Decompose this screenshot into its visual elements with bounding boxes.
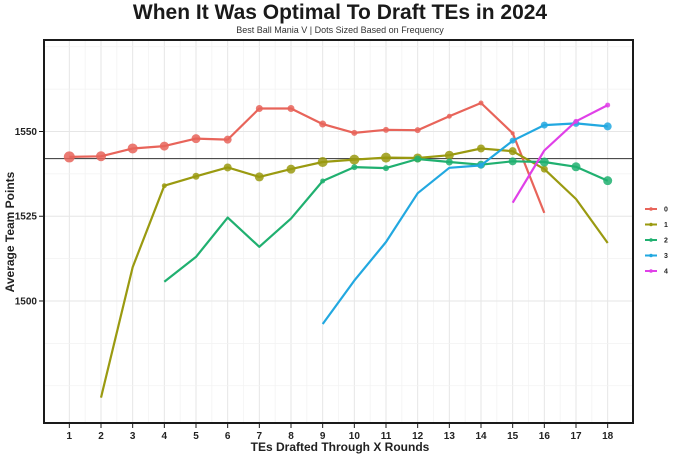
series-0 [63,100,546,214]
data-point [477,144,485,153]
y-tick-label: 1525 [15,212,38,223]
series-line-0 [69,101,546,214]
x-axis-label: TEs Drafted Through X Rounds [251,440,430,454]
data-point [192,172,200,180]
plot-frame [43,39,634,424]
x-tick-label: 17 [570,431,582,442]
x-tick-label: 2 [98,431,104,442]
x-tick-label: 7 [257,431,263,442]
data-point [540,121,548,129]
legend-label: 3 [664,253,668,260]
legend: 0 1 2 3 4 [645,207,668,276]
x-tick-label: 9 [320,431,326,442]
data-point [383,126,389,133]
series-1 [99,144,609,398]
legend-label: 4 [664,269,668,276]
data-point [161,183,167,189]
data-point [508,157,517,166]
x-axis-ticks: 1 2 3 4 5 6 7 8 9 10 11 12 13 14 15 16 17 18 [67,424,614,442]
data-point [159,141,169,151]
data-point [381,152,391,163]
data-point [191,134,201,144]
legend-item-1: 1 [645,222,668,229]
data-point [603,122,612,131]
series-line-3 [321,122,608,325]
data-point [223,135,232,144]
data-point [383,165,389,172]
data-point [319,120,327,128]
legend-swatch-dot [649,238,653,242]
y-axis-label: Average Team Points [3,171,17,292]
y-axis-ticks: 1500 1525 1550 [15,127,43,307]
data-point [96,151,106,162]
y-tick-label: 1550 [15,127,38,138]
x-tick-label: 3 [130,431,136,442]
series-2 [163,155,613,283]
grid-lines [44,40,633,423]
x-tick-label: 1 [67,431,73,442]
legend-label: 0 [664,207,668,214]
legend-label: 2 [664,238,668,245]
legend-item-3: 3 [645,253,668,260]
data-point [603,176,613,186]
series-group [63,100,613,398]
x-tick-label: 6 [225,431,231,442]
data-point [414,155,422,163]
x-tick-label: 15 [507,431,519,442]
x-tick-label: 4 [162,431,168,442]
data-point [444,150,454,160]
data-point [349,154,360,165]
x-tick-label: 14 [475,431,487,442]
x-tick-label: 11 [381,431,392,442]
series-line-4 [511,104,609,204]
legend-label: 1 [664,222,668,229]
chart-title: When It Was Optimal To Draft TEs in 2024 [133,1,548,24]
legend-item-0: 0 [645,207,668,214]
data-point [317,157,328,168]
data-point [351,164,358,171]
data-point [254,172,264,182]
legend-swatch-dot [649,207,653,211]
y-tick-label: 1500 [15,296,38,307]
data-point [445,158,453,166]
x-tick-label: 8 [288,431,294,442]
data-point [510,131,515,136]
legend-item-4: 4 [645,269,668,276]
data-point [320,178,326,184]
data-point [286,164,296,174]
data-point [414,127,421,134]
data-point [539,157,549,167]
data-point [509,137,516,144]
data-point [571,162,581,172]
data-point [508,147,517,156]
data-point [605,102,611,108]
data-point [287,104,295,112]
data-point [255,104,263,112]
legend-item-2: 2 [645,238,668,245]
data-point [63,151,75,163]
data-point [127,143,138,154]
x-tick-label: 12 [412,431,424,442]
legend-swatch-dot [649,222,653,227]
x-tick-label: 13 [444,431,456,442]
data-point [223,163,232,172]
data-point [540,165,548,173]
data-point [573,118,579,124]
x-tick-label: 5 [193,431,199,442]
chart-subtitle: Best Ball Mania V | Dots Sized Based on … [236,25,444,35]
legend-swatch-dot [649,253,653,258]
data-point [446,113,452,119]
x-tick-label: 18 [602,431,614,442]
series-4 [511,102,611,204]
x-tick-label: 10 [349,431,361,442]
data-point [351,129,358,136]
data-point [478,100,484,106]
x-tick-label: 16 [539,431,551,442]
legend-swatch-dot [649,269,653,273]
data-point [478,162,484,169]
